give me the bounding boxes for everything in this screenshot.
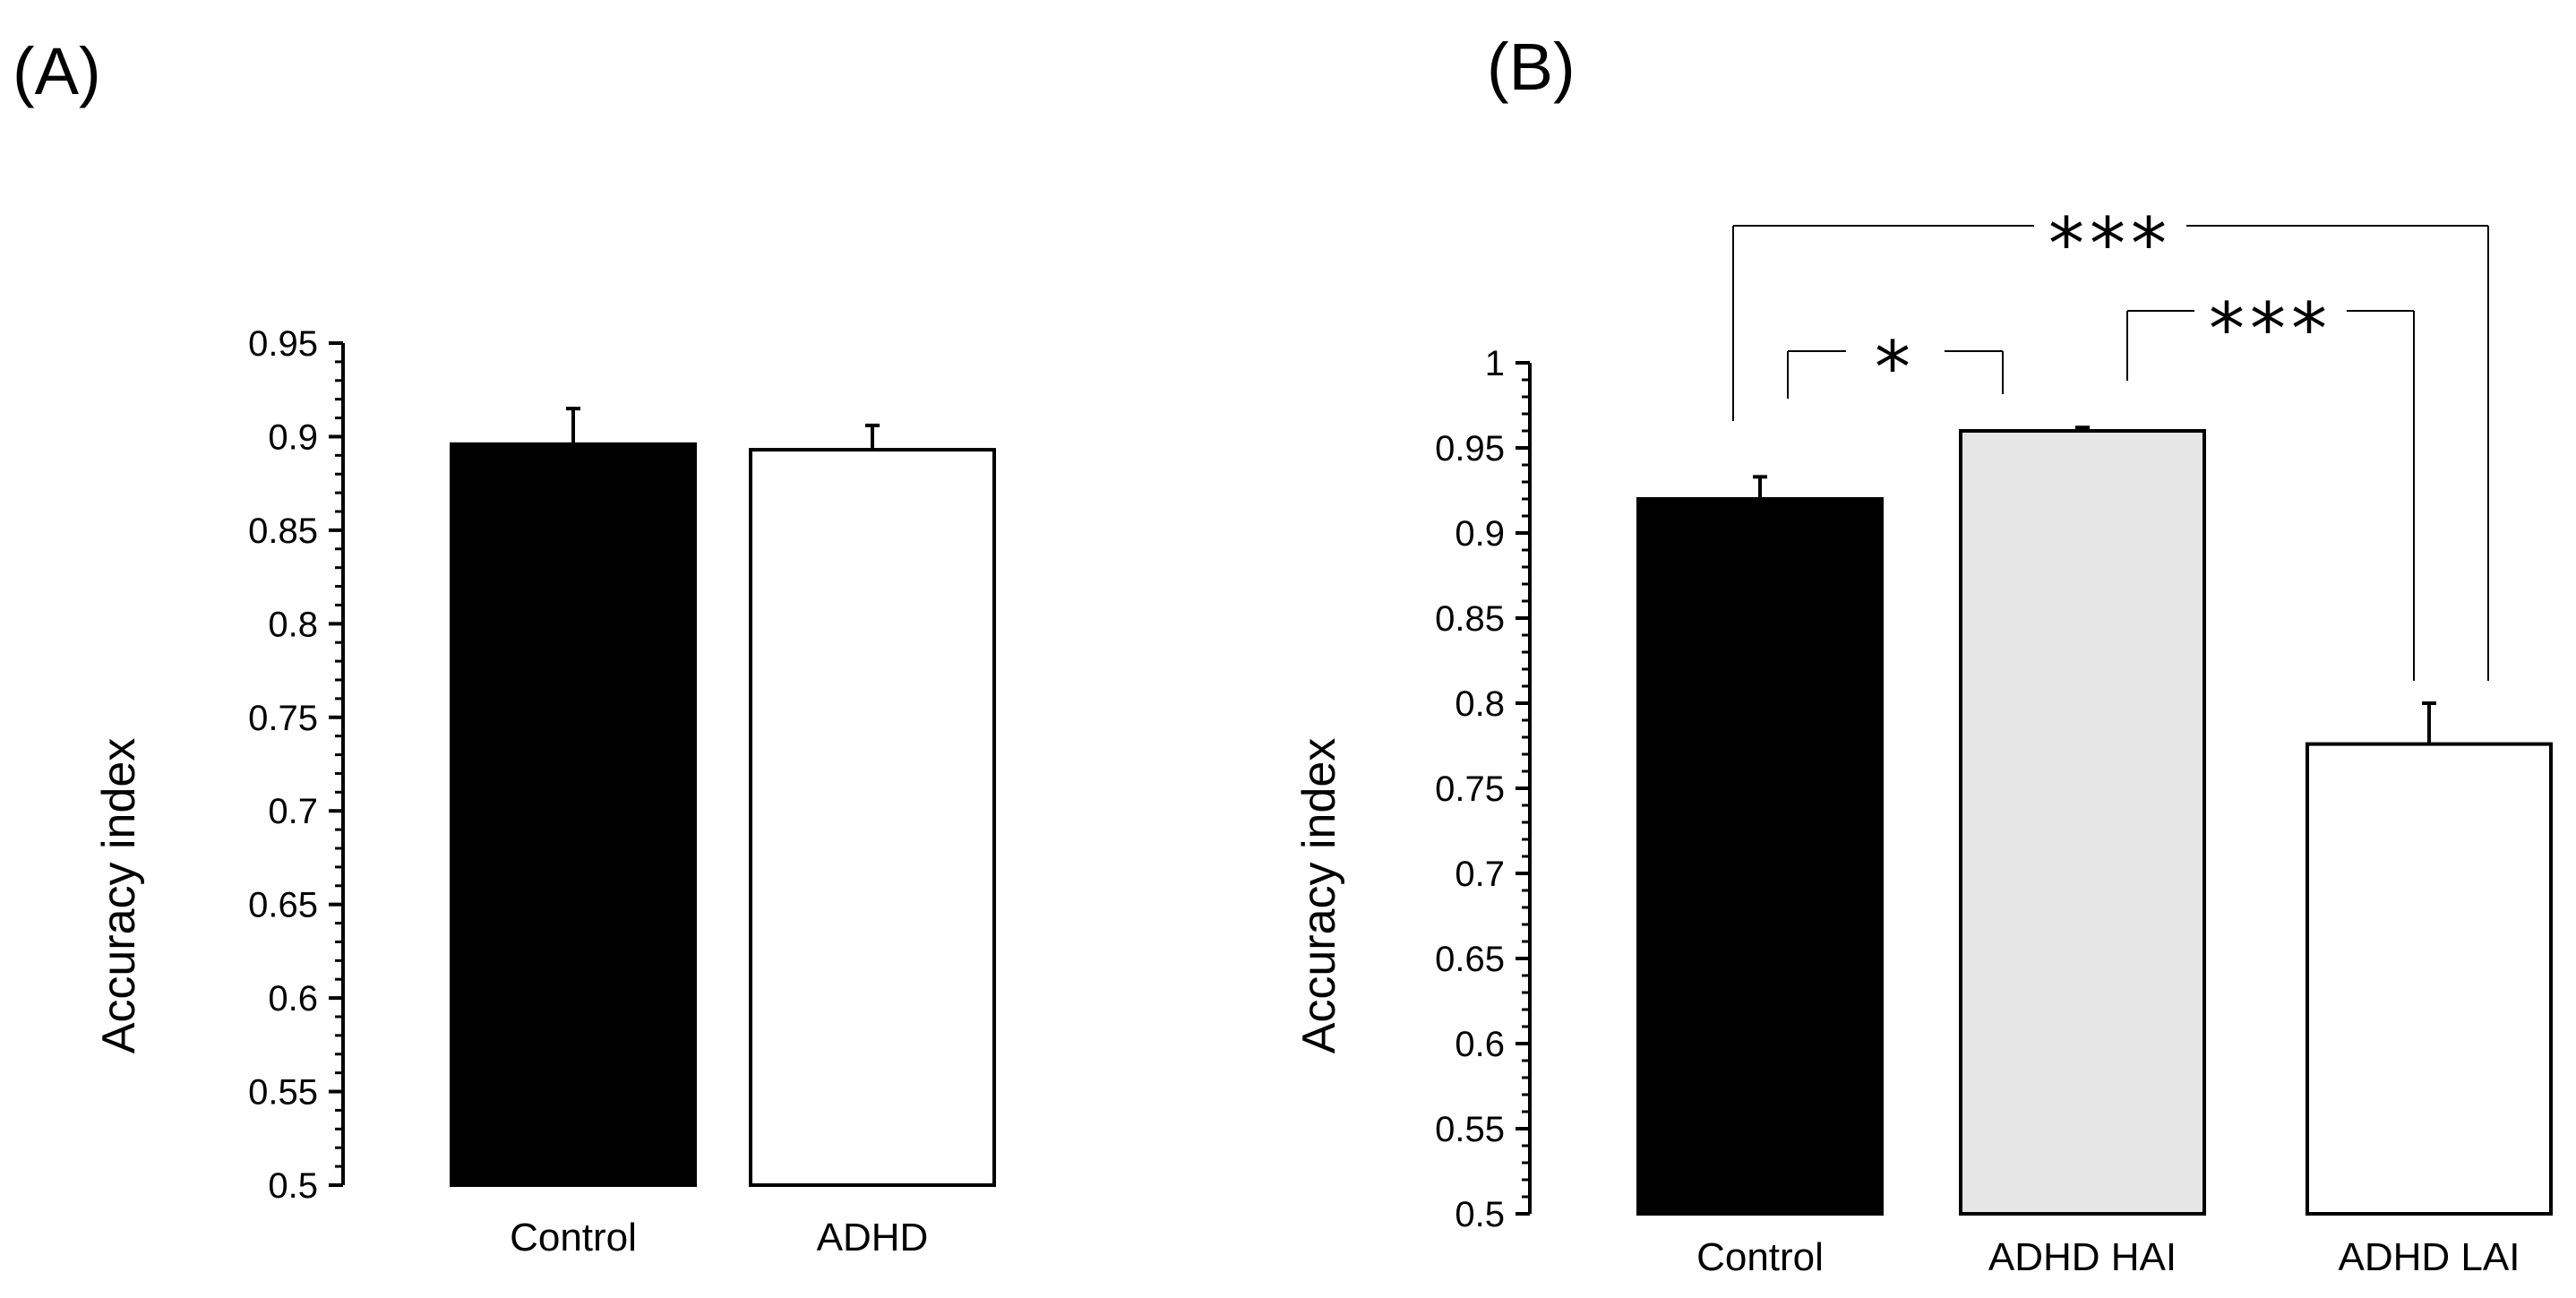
panel-b: (B) Accuracy index 0.5 0.55 0.6 0.65 0.7 0.75…: [1293, 30, 2553, 1279]
y-tick-label: 0.85: [248, 511, 318, 551]
y-tick-label: 1: [1485, 344, 1505, 383]
y-axis-label-a: Accuracy index: [93, 738, 145, 1054]
category-label: Control: [1696, 1235, 1824, 1279]
bar-control: [450, 442, 697, 1187]
y-tick-label: 0.55: [248, 1073, 318, 1113]
category-label: Control: [510, 1216, 637, 1259]
significance-label: ***: [2048, 202, 2172, 286]
y-tick-label: 0.6: [1455, 1025, 1505, 1064]
y-tick-label: 0.9: [1455, 514, 1505, 554]
y-tick-label: 0.65: [1435, 940, 1505, 979]
y-tick-label: 0.5: [268, 1166, 318, 1206]
y-tick-label: 0.75: [248, 699, 318, 738]
y-tick-label: 0.7: [1455, 855, 1505, 894]
bars-b: Control ADHD HAI ADHD LAI: [1636, 426, 2553, 1279]
y-tick-label: 0.8: [1455, 684, 1505, 724]
significance-brackets: * ******: [1732, 202, 2489, 681]
y-tick-label: 0.5: [1455, 1195, 1505, 1234]
y-tick-label: 0.55: [1435, 1110, 1505, 1149]
y-tick-label: 0.8: [268, 605, 318, 644]
panel-label-a: (A): [13, 34, 101, 108]
significance-label: *: [1875, 326, 1916, 409]
bar-adhd: [749, 448, 996, 1188]
y-tick-label: 0.95: [1435, 429, 1505, 468]
axes-a: 0.5 0.55 0.6 0.65 0.7 0.75 0.8 0.85 0.9 0.95: [248, 324, 345, 1206]
y-tick-label: 0.6: [268, 979, 318, 1019]
y-tick-label: 0.7: [268, 792, 318, 831]
y-tick-label: 0.65: [248, 886, 318, 925]
significance-label: ***: [2209, 288, 2332, 371]
y-tick-label: 0.85: [1435, 599, 1505, 639]
category-label: ADHD LAI: [2339, 1235, 2520, 1279]
bars-a: Control ADHD: [450, 407, 996, 1259]
bar-adhd-lai: [2306, 742, 2553, 1216]
category-label: ADHD: [817, 1216, 929, 1259]
y-tick-label: 0.9: [268, 417, 318, 457]
bar-adhd-hai: [1959, 429, 2206, 1216]
y-tick-label: 0.75: [1435, 769, 1505, 809]
axes-b: 0.5 0.55 0.6 0.65 0.7 0.75 0.8 0.85 0.9 0.95 1: [1435, 344, 1532, 1234]
y-tick-label: 0.95: [248, 324, 318, 364]
y-axis-label-b: Accuracy index: [1293, 738, 1345, 1054]
bar-control: [1636, 497, 1884, 1216]
panel-a: (A) Accuracy index 0.5 0.55 0.6 0.65 0.7 0.75…: [13, 34, 996, 1259]
panel-label-b: (B): [1487, 30, 1576, 104]
category-label: ADHD HAI: [1988, 1235, 2177, 1279]
